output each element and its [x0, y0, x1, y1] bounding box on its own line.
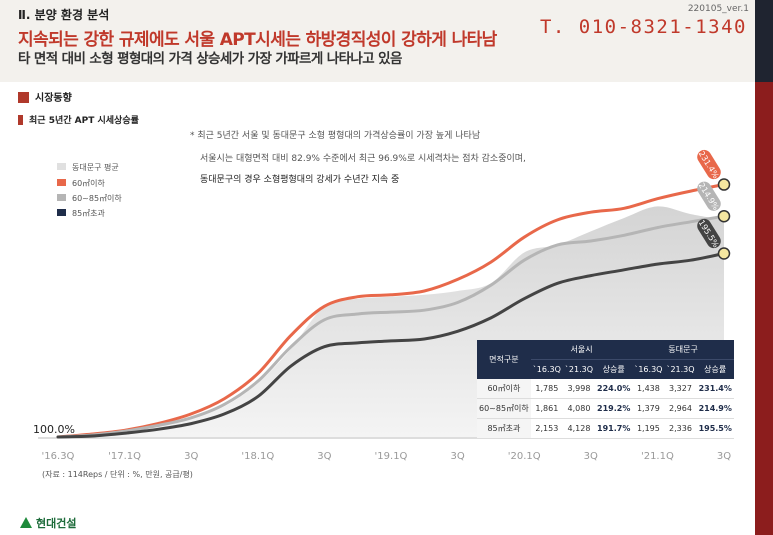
header-band — [0, 0, 755, 82]
table-row: 60㎡이하 1,785 3,998 224.0% 1,438 3,327 231… — [477, 379, 734, 399]
right-accent-bar — [755, 0, 773, 535]
group-seoul: 서울시 — [530, 340, 633, 360]
table-cell: 2,153 — [530, 418, 563, 439]
table-cell: 1,861 — [530, 398, 563, 419]
legend-swatch — [57, 194, 66, 201]
x-tick-label: '20.1Q — [508, 451, 541, 462]
table-cell-rate: 224.0% — [595, 379, 633, 399]
table-cell: 4,128 — [562, 418, 596, 439]
x-tick-label: '16.3Q — [42, 451, 75, 462]
table-cell: 4,080 — [562, 398, 596, 419]
table-corner: 면적구분 — [477, 340, 531, 379]
x-tick-label: '18.1Q — [241, 451, 274, 462]
note-line-2: 서울시는 대형면적 대비 82.9% 수준에서 최근 96.9%로 시세격차는 … — [200, 154, 526, 164]
table-cell: 1,785 — [530, 379, 563, 399]
note-line-3: 동대문구의 경우 소형평형대의 강세가 수년간 지속 중 — [200, 175, 400, 185]
phone-number: T. 010-8321-1340 — [539, 16, 747, 38]
series-60-85-line — [56, 214, 726, 439]
section-tag: 시장동향 — [18, 89, 72, 104]
legend-label: 60~85㎡이하 — [72, 193, 122, 203]
subheader: `21.3Q — [664, 359, 697, 379]
source-note: (자료 : 114Reps / 단위 : %, 만원, 공급/평) — [42, 470, 193, 479]
subheader: 상승률 — [696, 359, 734, 379]
bar-marker-icon — [18, 115, 23, 125]
logo-triangle-icon — [20, 517, 32, 528]
x-tick-label: '21.1Q — [641, 451, 674, 462]
subheader: `21.3Q — [562, 359, 596, 379]
group-dongdaemun: 동대문구 — [632, 340, 734, 360]
note-line-1: * 최근 5년간 서울 및 동대문구 소형 평형대의 가격상승률이 가장 높게 … — [190, 131, 481, 141]
version-label: 220105_ver.1 — [687, 4, 749, 14]
table-cell-rate: 231.4% — [696, 379, 734, 399]
table-row: 85㎡초과 2,153 4,128 191.7% 1,195 2,336 195… — [477, 418, 734, 439]
subheader: `16.3Q — [632, 359, 665, 379]
square-icon — [18, 92, 29, 103]
end-marker — [717, 247, 731, 260]
base-value-label: 100.0% — [33, 423, 75, 436]
subheader: `16.3Q — [530, 359, 563, 379]
section-number: Ⅱ. 분양 환경 분석 — [18, 8, 110, 22]
x-tick-label: '17.1Q — [108, 451, 141, 462]
table-cell: 2,336 — [664, 418, 697, 439]
legend-swatch — [57, 179, 66, 186]
table-cell-rate: 191.7% — [595, 418, 633, 439]
x-tick-label: '19.1Q — [375, 451, 408, 462]
row-category: 85㎡초과 — [477, 418, 531, 439]
summary-table: 면적구분 서울시 동대문구 `16.3Q `21.3Q 상승률 `16.3Q `… — [477, 340, 734, 439]
x-tick-label: 3Q — [317, 451, 331, 462]
legend-swatch — [57, 163, 66, 170]
x-axis-ticks: '16.3Q '17.1Q 3Q '18.1Q 3Q '19.1Q 3Q '20.1Q 3Q '2… — [42, 451, 732, 462]
table-cell: 1,195 — [632, 418, 665, 439]
table-cell: 1,379 — [632, 398, 665, 419]
table-header-row: 면적구분 서울시 동대문구 — [477, 340, 734, 379]
legend-label: 85㎡초과 — [72, 209, 106, 218]
page-title: 지속되는 강한 규제에도 서울 APT시세는 하방경직성이 강하게 나타남 — [18, 30, 497, 50]
end-label-badge — [697, 218, 721, 249]
right-bar-top-cap — [755, 0, 773, 82]
legend-label: 동대문구 평균 — [72, 162, 119, 172]
table-cell-rate: 214.9% — [696, 398, 734, 419]
page-subtitle: 타 면적 대비 소형 평형대의 가격 상승세가 가장 가파르게 나타나고 있음 — [18, 51, 402, 67]
x-tick-label: 3Q — [717, 451, 731, 462]
table-cell: 2,964 — [664, 398, 697, 419]
end-label-group: 231.4% — [697, 149, 721, 180]
end-label-badge — [697, 149, 721, 180]
logo-text: 현대건설 — [36, 517, 77, 530]
row-category: 60㎡이하 — [477, 379, 531, 399]
table-subheader-row: `16.3Q `21.3Q 상승률 `16.3Q `21.3Q 상승률 — [477, 359, 734, 379]
legend-swatch — [57, 209, 66, 216]
table-cell: 3,327 — [664, 379, 697, 399]
legend-label: 60㎡이하 — [72, 178, 106, 188]
table-cell-rate: 219.2% — [595, 398, 633, 419]
end-marker — [717, 209, 731, 223]
x-tick-label: 3Q — [184, 451, 198, 462]
x-tick-label: 3Q — [584, 451, 598, 462]
table-row: 60~85㎡이하 1,861 4,080 219.2% 1,379 2,964 … — [477, 398, 734, 419]
company-logo: 현대건설 — [20, 515, 76, 531]
end-marker — [717, 178, 731, 191]
table-cell-rate: 195.5% — [696, 418, 734, 439]
chart-legend: 동대문구 평균 60㎡이하 60~85㎡이하 85㎡초과 — [57, 162, 122, 218]
row-category: 60~85㎡이하 — [477, 398, 531, 419]
series-85-over-line — [56, 252, 726, 439]
end-label-badge — [697, 181, 721, 211]
section-tag-label: 시장동향 — [35, 93, 72, 104]
series-60-under-line — [56, 183, 726, 439]
chart-tag: 최근 5년간 APT 시세상승률 — [18, 113, 139, 126]
chart-tag-label: 최근 5년간 APT 시세상승률 — [29, 116, 139, 126]
subheader: 상승률 — [595, 359, 633, 379]
x-tick-label: 3Q — [450, 451, 464, 462]
table-cell: 1,438 — [632, 379, 665, 399]
table-cell: 3,998 — [562, 379, 596, 399]
